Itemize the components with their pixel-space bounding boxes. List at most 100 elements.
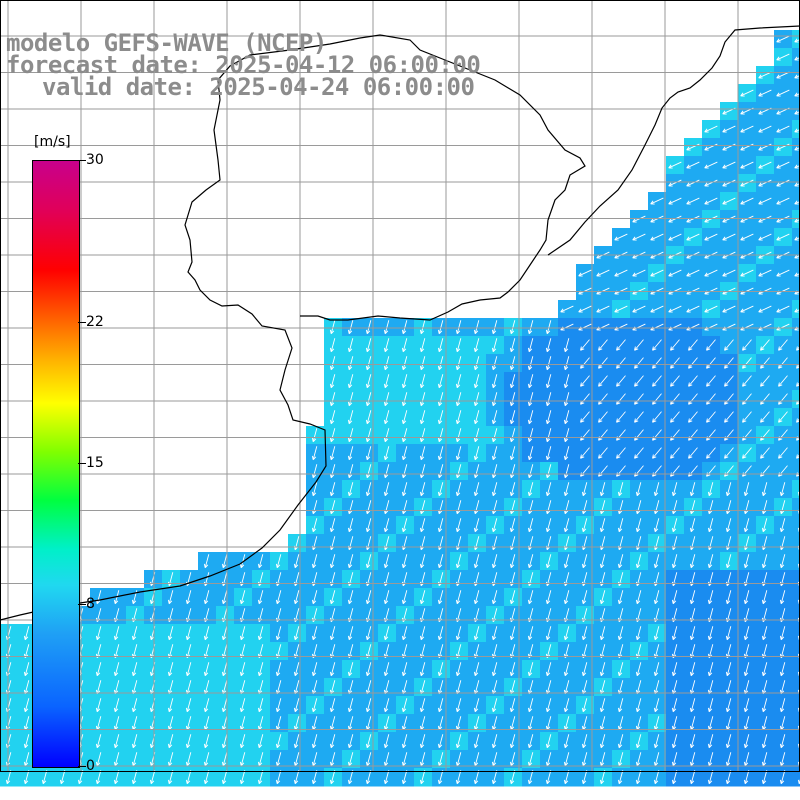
wind-arrow: [779, 662, 786, 677]
wind-arrow: [740, 179, 754, 187]
wind-arrow: [760, 375, 770, 387]
wind-arrow: [437, 320, 444, 335]
wind-arrow: [758, 233, 772, 241]
wind-arrow: [383, 698, 390, 713]
colorbar-tick: [78, 766, 86, 767]
wind-arrow: [706, 375, 716, 387]
wind-arrow: [779, 554, 786, 569]
wind-arrow: [686, 269, 700, 277]
wind-arrow: [671, 590, 678, 605]
wind-arrow: [401, 734, 408, 749]
wind-arrow: [527, 752, 534, 767]
wind-arrow: [347, 662, 354, 677]
wind-arrow: [239, 590, 246, 605]
wind-arrow: [563, 356, 570, 371]
wind-arrow: [437, 428, 444, 443]
title-forecast-date: forecast date: 2025-04-12 06:00:00: [6, 51, 481, 79]
title-model: modelo GEFS-WAVE (NCEP): [6, 29, 327, 57]
wind-arrow: [365, 446, 372, 461]
colorbar-tick-label: 22: [86, 313, 104, 330]
wind-arrow: [704, 197, 718, 205]
wind-arrow: [419, 446, 426, 461]
wind-arrow: [113, 662, 120, 677]
wind-arrow: [527, 374, 534, 389]
wind-arrow: [671, 626, 678, 641]
wind-arrow: [580, 375, 590, 387]
wind-arrow: [347, 518, 354, 533]
wind-arrow: [347, 374, 354, 389]
wind-arrow: [742, 411, 752, 423]
wind-arrow: [668, 305, 682, 313]
wind-arrow: [527, 320, 534, 335]
wind-arrow: [670, 447, 680, 459]
wind-arrow: [725, 770, 732, 785]
wind-arrow: [778, 411, 788, 423]
wind-arrow: [365, 554, 372, 569]
colorbar-tick: [78, 604, 86, 606]
wind-arrow: [311, 554, 318, 569]
wind-arrow: [724, 447, 734, 459]
wind-arrow: [527, 770, 534, 785]
colorbar-tick-label: 8: [86, 596, 95, 613]
wind-arrow: [617, 698, 624, 713]
wind-arrow: [419, 338, 426, 353]
wind-speed-cell: [792, 642, 800, 661]
wind-arrow: [578, 269, 592, 277]
wind-speed-cell: [792, 192, 800, 211]
wind-arrow: [401, 770, 408, 785]
wind-arrow: [221, 734, 228, 749]
wind-arrow: [437, 626, 444, 641]
wind-arrow: [203, 734, 210, 749]
wind-arrow: [347, 698, 354, 713]
wind-arrow: [635, 590, 642, 605]
wind-arrow: [185, 752, 192, 767]
wind-arrow: [509, 338, 516, 353]
wind-arrow: [779, 482, 786, 497]
wind-arrow: [725, 626, 732, 641]
wind-arrow: [365, 752, 372, 767]
wind-arrow: [688, 339, 698, 351]
wind-arrow: [95, 770, 102, 785]
wind-arrow: [437, 698, 444, 713]
wind-arrow: [473, 320, 480, 335]
wind-arrow: [758, 89, 772, 97]
wind-arrow: [491, 662, 498, 677]
wind-arrow: [652, 411, 662, 423]
wind-speed-cell: [792, 30, 800, 49]
wind-arrow: [437, 446, 444, 461]
wind-arrow: [776, 305, 790, 313]
wind-arrow: [293, 752, 300, 767]
wind-arrow: [455, 464, 462, 479]
title-valid-date: valid date: 2025-04-24 06:00:00: [42, 73, 475, 101]
wind-arrow: [527, 626, 534, 641]
wind-arrow: [722, 269, 736, 277]
wind-arrow: [509, 590, 516, 605]
wind-arrow: [652, 375, 662, 387]
wind-arrow: [598, 411, 608, 423]
wind-arrow: [437, 392, 444, 407]
wind-arrow: [527, 734, 534, 749]
wind-arrow: [419, 428, 426, 443]
wind-arrow: [578, 305, 592, 313]
wind-arrow: [509, 428, 516, 443]
wind-arrow: [653, 752, 660, 767]
wind-arrow: [670, 357, 680, 369]
wind-speed-cell: [792, 552, 800, 571]
wind-arrow: [563, 518, 570, 533]
wind-arrow: [779, 734, 786, 749]
wind-arrow: [455, 590, 462, 605]
wind-arrow: [725, 518, 732, 533]
wind-arrow: [650, 197, 664, 205]
wind-arrow: [419, 590, 426, 605]
wind-arrow: [689, 734, 696, 749]
wind-arrow: [275, 590, 282, 605]
wind-arrow: [455, 698, 462, 713]
wind-arrow: [77, 770, 84, 785]
wind-arrow: [650, 269, 664, 277]
wind-arrow: [724, 375, 734, 387]
wind-arrow: [742, 357, 752, 369]
wind-arrow: [131, 752, 138, 767]
wind-arrow: [758, 125, 772, 133]
wind-speed-cell: [792, 480, 800, 499]
wind-speed-cell: [792, 750, 800, 769]
